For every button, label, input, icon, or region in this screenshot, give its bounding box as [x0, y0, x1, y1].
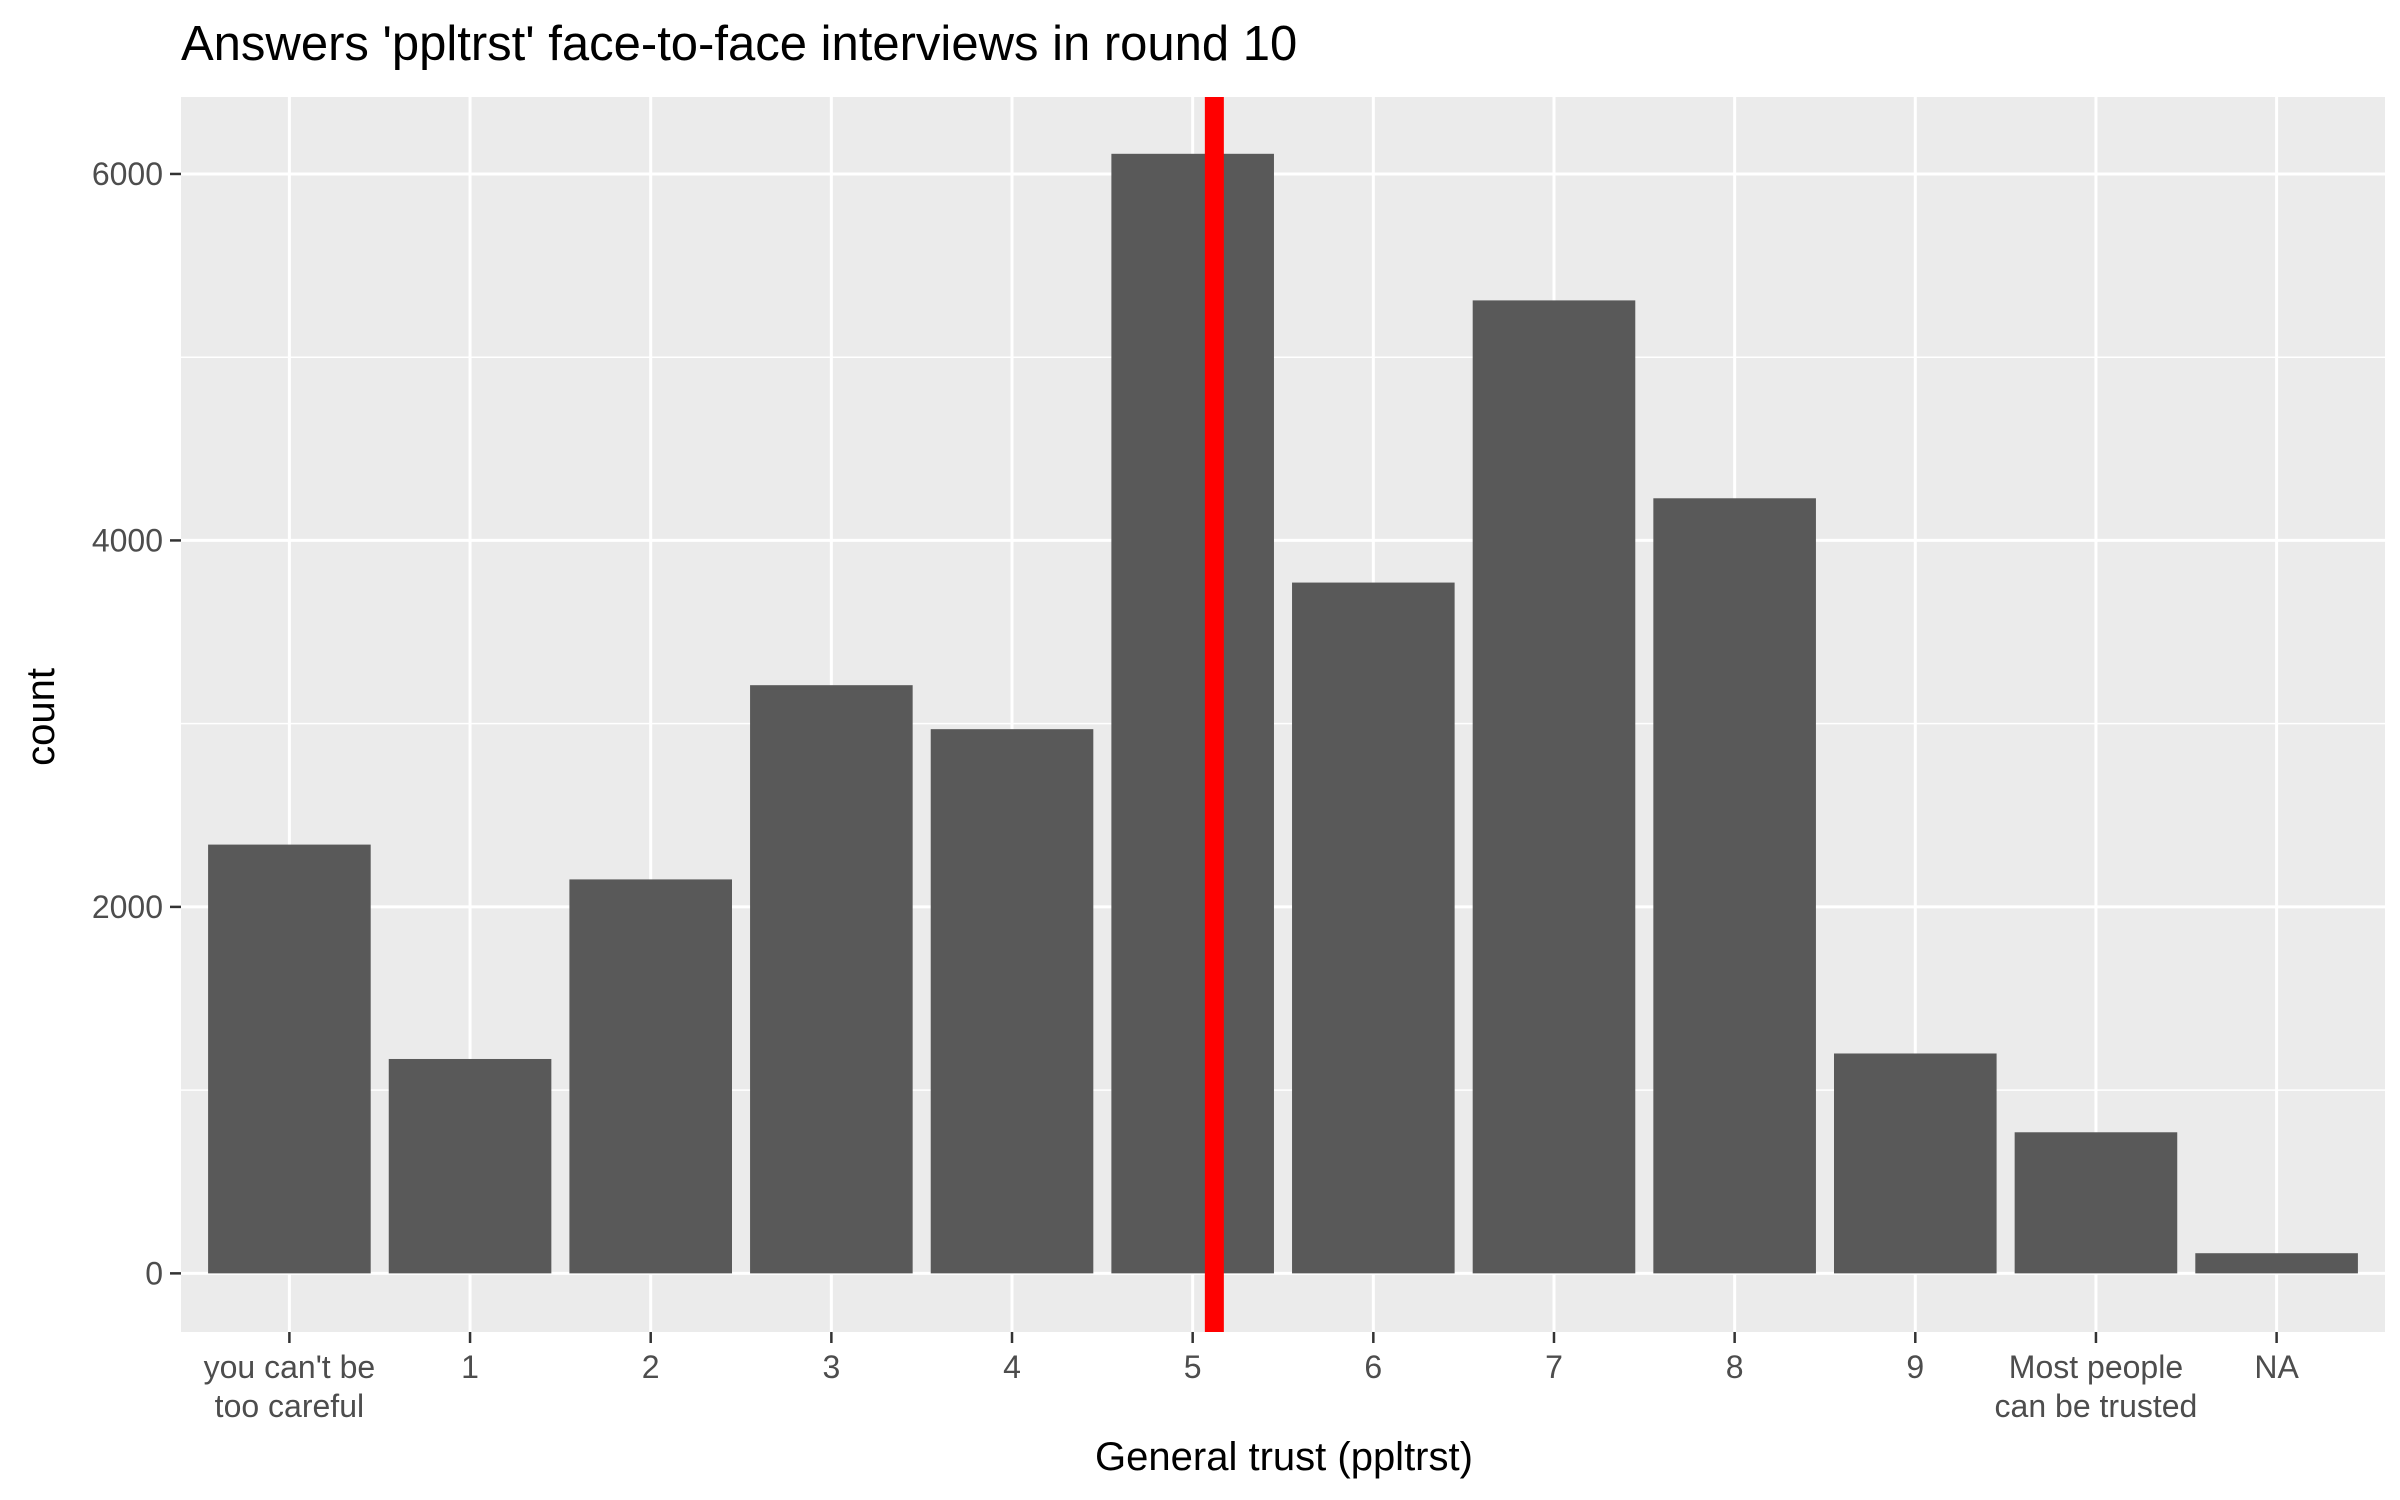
bar	[208, 844, 371, 1274]
y-tick-label: 2000	[92, 889, 163, 925]
x-axis: you can't be too careful 1 2 3 4 5 6 7 8 9 Most peo…	[204, 1332, 2299, 1424]
x-tick-label: you can't be too careful	[204, 1349, 376, 1424]
bar	[1834, 1053, 1997, 1274]
bar	[1111, 153, 1274, 1274]
y-tick-label: 0	[145, 1255, 163, 1291]
y-axis-title: count	[19, 668, 63, 766]
x-tick-label: 8	[1726, 1349, 1744, 1385]
x-tick-label: 7	[1545, 1349, 1563, 1385]
bar	[1292, 582, 1455, 1274]
x-tick-label: 1	[461, 1349, 479, 1385]
bar	[1653, 498, 1816, 1274]
x-tick-label: 3	[822, 1349, 840, 1385]
chart-title: Answers 'ppltrst' face-to-face interview…	[181, 17, 1297, 71]
bar	[1472, 300, 1636, 1274]
bar	[2014, 1132, 2178, 1274]
x-tick-label: 2	[642, 1349, 660, 1385]
y-tick-label: 6000	[92, 156, 163, 192]
y-axis: 0 2000 4000 6000	[92, 156, 181, 1291]
bar	[388, 1058, 552, 1274]
x-axis-title: General trust (ppltrst)	[1095, 1435, 1473, 1479]
bar	[2195, 1253, 2358, 1274]
y-tick-label: 4000	[92, 522, 163, 558]
x-tick-label: Most people can be trusted	[1995, 1349, 2198, 1424]
bar	[569, 879, 732, 1274]
x-tick-label: 9	[1906, 1349, 1924, 1385]
x-tick-label: 5	[1184, 1349, 1202, 1385]
x-tick-label: 4	[1003, 1349, 1021, 1385]
bar	[750, 685, 913, 1274]
bar	[930, 729, 1094, 1274]
x-tick-label: 6	[1364, 1349, 1382, 1385]
bars	[208, 153, 2358, 1274]
x-tick-label: NA	[2254, 1349, 2299, 1385]
